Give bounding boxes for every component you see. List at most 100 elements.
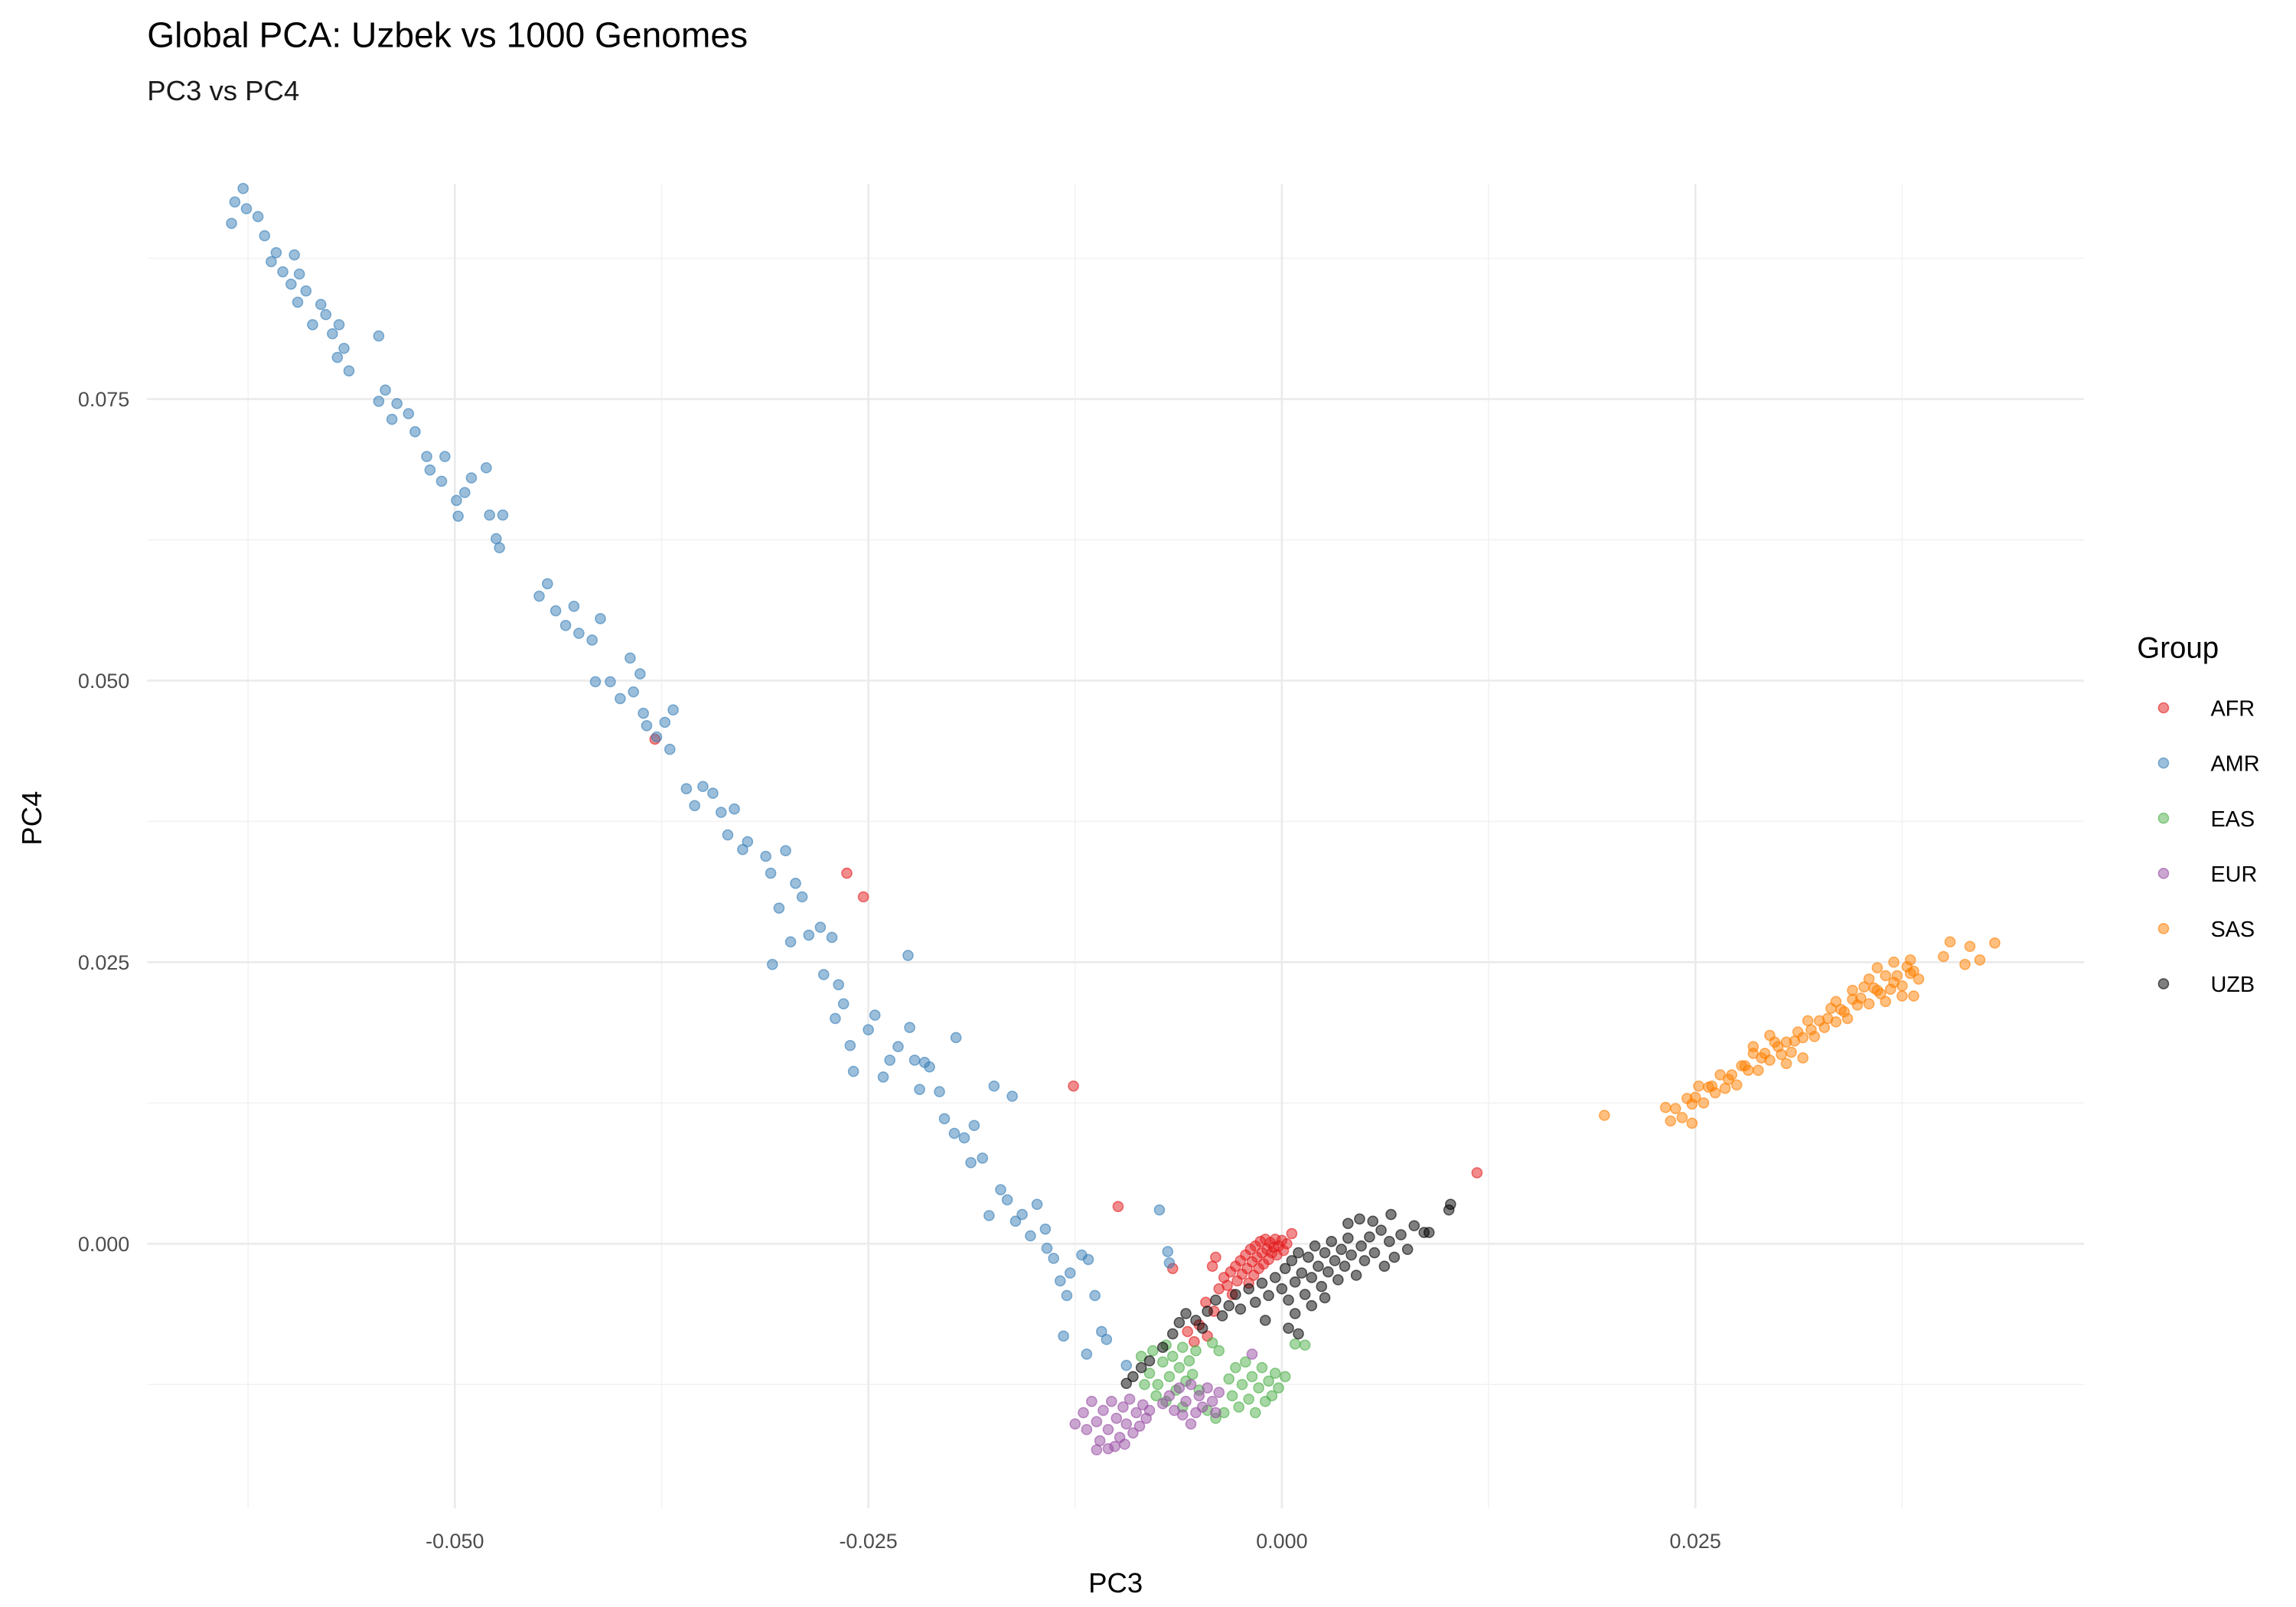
- data-point-amr: [722, 829, 734, 841]
- data-point-sas: [1974, 954, 1986, 966]
- y-tick-label: 0.000: [78, 1233, 129, 1256]
- data-point-uzb: [1303, 1251, 1314, 1263]
- data-point-eas: [1289, 1338, 1301, 1350]
- data-point-eur: [1091, 1416, 1103, 1428]
- data-point-amr: [826, 931, 838, 944]
- legend-item-amr: AMR: [2157, 752, 2260, 777]
- data-point-amr: [481, 461, 492, 474]
- data-point-amr: [765, 867, 777, 879]
- data-point-uzb: [1319, 1292, 1331, 1304]
- data-point-uzb: [1156, 1341, 1169, 1354]
- data-point-eas: [1246, 1371, 1258, 1383]
- data-point-amr: [435, 475, 448, 487]
- data-point-amr: [803, 929, 815, 941]
- y-axis-title: PC4: [16, 791, 47, 846]
- data-point-sas: [1789, 1035, 1801, 1047]
- legend-label: AFR: [2210, 697, 2255, 722]
- data-point-amr: [494, 542, 505, 554]
- data-point-amr: [1006, 1090, 1018, 1102]
- data-point-amr: [814, 921, 827, 934]
- data-point-eas: [1173, 1361, 1186, 1374]
- data-point-amr: [391, 398, 403, 409]
- series-afr: [649, 733, 1483, 1348]
- data-point-uzb: [1313, 1260, 1324, 1273]
- data-point-eur: [1163, 1390, 1176, 1402]
- data-point-amr: [1001, 1194, 1013, 1206]
- data-point-eur: [1156, 1397, 1169, 1410]
- data-point-sas: [1797, 1052, 1808, 1064]
- data-point-eas: [1183, 1355, 1195, 1367]
- data-point-eas: [1226, 1390, 1238, 1402]
- data-point-amr: [1064, 1267, 1076, 1279]
- legend-label: EAS: [2210, 807, 2255, 832]
- data-point-amr: [659, 716, 671, 729]
- data-point-sas: [1739, 1060, 1751, 1072]
- data-point-amr: [240, 203, 253, 215]
- data-point-sas: [1730, 1079, 1743, 1091]
- data-point-uzb: [1350, 1270, 1362, 1281]
- data-point-afr: [1182, 1325, 1194, 1338]
- data-point-amr: [634, 668, 646, 680]
- data-point-eur: [1185, 1418, 1197, 1430]
- data-point-eas: [1139, 1378, 1150, 1390]
- data-point-amr: [1041, 1242, 1053, 1254]
- data-point-amr: [877, 1071, 889, 1083]
- data-point-sas: [1659, 1101, 1671, 1113]
- data-point-amr: [373, 330, 385, 342]
- data-point-amr: [1120, 1359, 1133, 1371]
- data-point-eur: [1130, 1407, 1143, 1419]
- data-point-eur: [1110, 1413, 1123, 1424]
- data-point-amr: [729, 803, 740, 815]
- data-point-amr: [924, 1061, 935, 1073]
- data-point-amr: [237, 182, 249, 194]
- data-point-amr: [542, 578, 553, 590]
- data-point-eur: [1202, 1382, 1213, 1393]
- data-point-uzb: [1306, 1272, 1318, 1283]
- data-point-amr: [586, 634, 598, 646]
- data-point-amr: [533, 590, 545, 602]
- data-point-eas: [1152, 1378, 1164, 1390]
- data-point-uzb: [1166, 1328, 1179, 1340]
- data-point-sas: [1959, 958, 1971, 970]
- data-point-eas: [1299, 1339, 1311, 1351]
- data-point-amr: [1031, 1198, 1043, 1211]
- legend-swatch: [2157, 923, 2170, 934]
- data-point-amr: [948, 1127, 960, 1139]
- data-point-eas: [1150, 1390, 1162, 1402]
- data-point-uzb: [1326, 1236, 1338, 1247]
- data-point-uzb: [1329, 1255, 1341, 1266]
- legend-swatch: [2157, 812, 2170, 824]
- data-point-uzb: [1354, 1213, 1365, 1225]
- data-point-sas: [1676, 1112, 1688, 1123]
- data-point-sas: [1888, 976, 1900, 989]
- data-point-amr: [465, 472, 478, 484]
- data-point-amr: [327, 328, 338, 340]
- data-point-sas: [1847, 984, 1858, 996]
- data-point-amr: [285, 279, 297, 290]
- series-uzb: [1120, 1198, 1456, 1390]
- data-point-afr: [841, 867, 853, 879]
- data-point-eas: [1269, 1367, 1281, 1379]
- data-point-sas: [1698, 1097, 1710, 1109]
- data-point-amr: [266, 256, 277, 268]
- data-point-eas: [1236, 1378, 1248, 1390]
- x-axis-ticks: -0.050 -0.025 0.000 0.025: [426, 1530, 1721, 1553]
- data-point-uzb: [1445, 1198, 1456, 1211]
- data-point-amr: [1016, 1208, 1028, 1221]
- data-point-eur: [1069, 1418, 1081, 1430]
- data-point-amr: [628, 686, 640, 698]
- data-point-eas: [1186, 1368, 1199, 1380]
- x-tick-label: 0.025: [1670, 1530, 1721, 1553]
- data-point-amr: [292, 296, 304, 308]
- data-point-uzb: [1173, 1317, 1186, 1328]
- data-point-afr: [1281, 1237, 1293, 1250]
- data-point-amr: [300, 285, 312, 297]
- data-point-eur: [1078, 1407, 1089, 1419]
- data-point-amr: [664, 743, 676, 755]
- data-point-amr: [995, 1184, 1006, 1195]
- data-point-amr: [934, 1086, 945, 1097]
- data-point-amr: [452, 510, 464, 522]
- x-tick-label: -0.025: [839, 1530, 897, 1553]
- data-point-amr: [742, 836, 754, 848]
- data-point-sas: [1880, 996, 1892, 1008]
